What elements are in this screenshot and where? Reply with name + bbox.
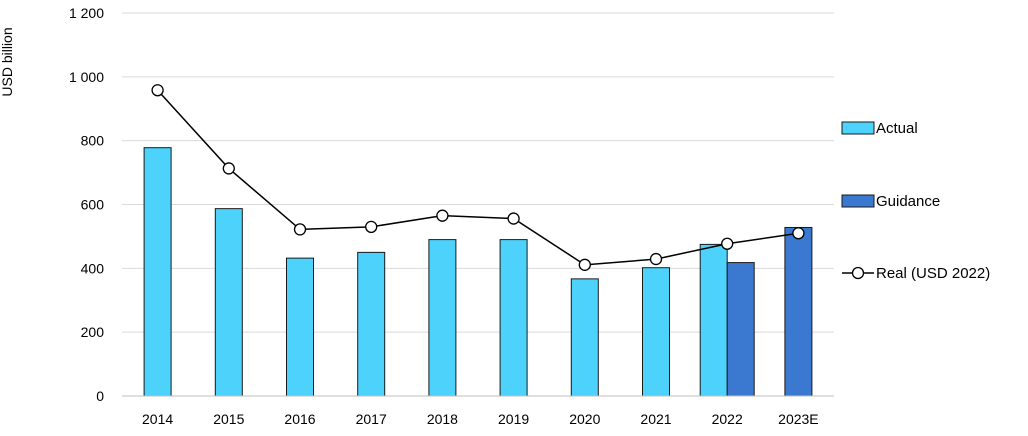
x-tick-label: 2018 — [427, 411, 458, 427]
y-tick-label: 1 200 — [69, 5, 104, 21]
bar-actual-2017 — [357, 251, 386, 397]
point-real-2021 — [649, 252, 663, 266]
x-tick-label: 2019 — [498, 411, 529, 427]
x-tick-label: 2015 — [213, 411, 244, 427]
point-real-2018 — [436, 209, 449, 222]
point-real-2023e — [792, 227, 805, 240]
legend-swatch-guidance — [841, 194, 875, 208]
bar-actual-2015 — [214, 208, 243, 397]
y-tick-label: 600 — [81, 197, 105, 213]
bar-actual-2014 — [143, 147, 172, 397]
x-tick-label: 2022 — [712, 411, 743, 427]
real-line-series — [151, 84, 805, 271]
legend-label-guidance: Guidance — [876, 193, 940, 210]
point-real-2015 — [222, 162, 235, 175]
x-tick-label: 2023E — [778, 411, 818, 427]
legend-label-actual: Actual — [876, 120, 918, 137]
point-real-2022 — [721, 237, 734, 250]
point-real-2020 — [578, 258, 591, 271]
x-tick-label: 2017 — [356, 411, 387, 427]
bar-actual-2019 — [499, 239, 528, 397]
y-axis-ticks: 0 200 400 600 800 1 000 1 200 — [69, 5, 104, 404]
bar-actual-2016 — [286, 257, 314, 397]
y-axis-label: USD billion — [0, 27, 15, 96]
point-real-2019 — [507, 212, 520, 225]
x-tick-label: 2020 — [569, 411, 600, 427]
y-tick-label: 400 — [81, 260, 105, 276]
bar-actual-2018 — [428, 239, 457, 397]
legend: Actual Guidance Real (USD 2022) — [841, 120, 990, 282]
y-tick-label: 200 — [81, 324, 105, 340]
bar-guidance-2023e — [784, 226, 813, 397]
y-tick-label: 800 — [81, 133, 105, 149]
legend-label-real-usd-2022: Real (USD 2022) — [876, 265, 990, 282]
y-tick-label: 1 000 — [69, 69, 104, 85]
bar-actual-2021 — [642, 267, 670, 397]
point-real-2014 — [151, 84, 164, 97]
bar-actual-2020 — [570, 278, 599, 397]
point-real-2017 — [365, 220, 378, 233]
x-tick-label: 2021 — [640, 411, 671, 427]
legend-marker-real-usd-2022 — [851, 266, 865, 280]
bar-actual-2022 — [699, 243, 728, 397]
x-tick-label: 2014 — [142, 411, 173, 427]
legend-swatch-actual — [841, 121, 875, 135]
x-axis-ticks: 2014 2015 2016 2017 2018 2019 2020 2021 2022 2023… — [142, 411, 819, 427]
bar-guidance-2022 — [726, 262, 755, 397]
x-tick-label: 2016 — [284, 411, 315, 427]
real-line — [157, 89, 799, 266]
bars — [143, 147, 813, 397]
y-tick-label: 0 — [96, 388, 104, 404]
point-real-2016 — [293, 223, 307, 236]
